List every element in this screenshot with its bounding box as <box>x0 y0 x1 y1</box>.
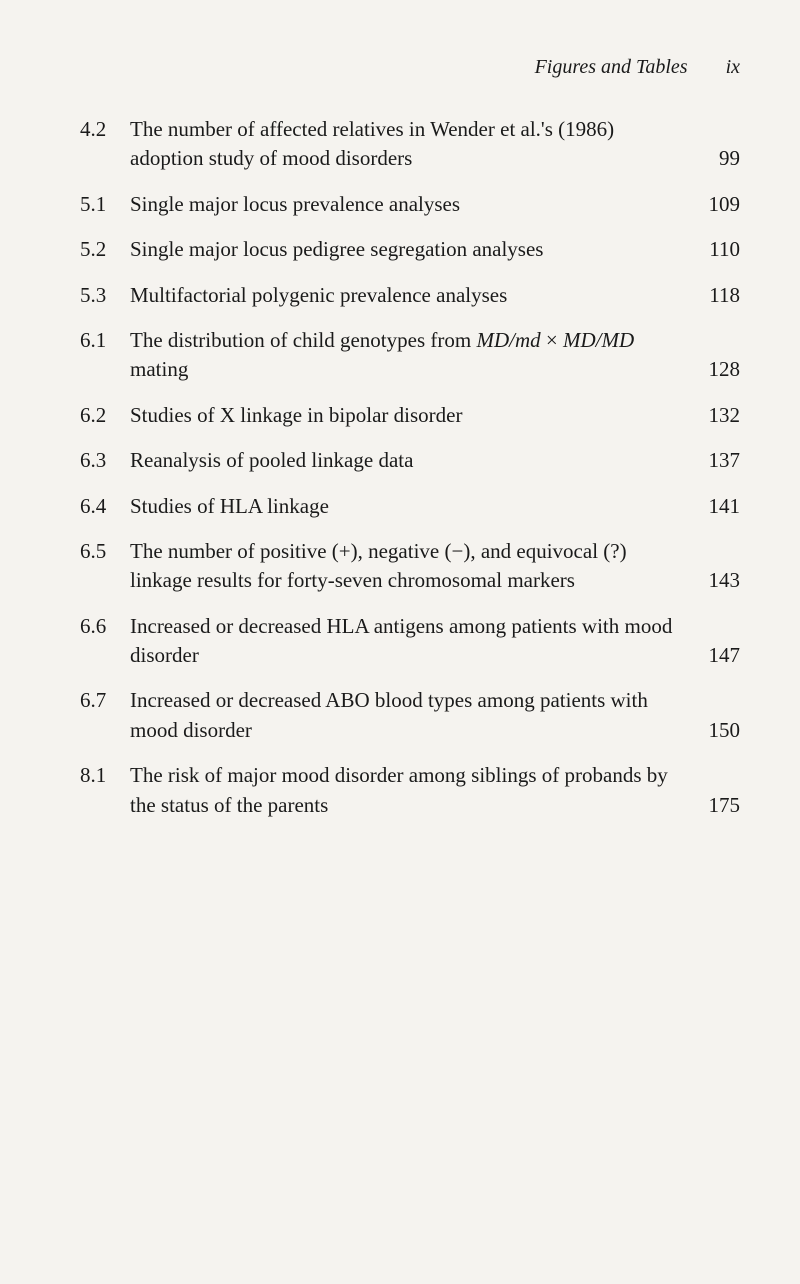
entry-page-number: 99 <box>698 144 740 173</box>
entry-page-number: 150 <box>698 716 740 745</box>
entry-title: Increased or decreased ABO blood types a… <box>130 686 698 745</box>
toc-entry: 6.5The number of positive (+), negative … <box>80 537 740 596</box>
entry-content: The number of affected relatives in Wend… <box>130 115 740 174</box>
entry-content: Increased or decreased ABO blood types a… <box>130 686 740 745</box>
page-header: Figures and Tables ix <box>80 56 740 79</box>
entry-number: 5.3 <box>80 281 130 310</box>
toc-entry: 5.1Single major locus prevalence analyse… <box>80 190 740 219</box>
entry-page-number: 143 <box>698 566 740 595</box>
toc-entry: 6.2Studies of X linkage in bipolar disor… <box>80 401 740 430</box>
entry-title: Studies of X linkage in bipolar disorder <box>130 401 698 430</box>
entry-page-number: 132 <box>698 401 740 430</box>
entry-content: Reanalysis of pooled linkage data137 <box>130 446 740 475</box>
entry-page-number: 137 <box>698 446 740 475</box>
toc-entry: 6.7Increased or decreased ABO blood type… <box>80 686 740 745</box>
entry-content: The number of positive (+), negative (−)… <box>130 537 740 596</box>
entry-content: The risk of major mood disorder among si… <box>130 761 740 820</box>
entry-number: 6.1 <box>80 326 130 355</box>
entry-content: The distribution of child genotypes from… <box>130 326 740 385</box>
entry-title: The risk of major mood disorder among si… <box>130 761 698 820</box>
entry-title: The distribution of child genotypes from… <box>130 326 698 385</box>
toc-entry: 6.6Increased or decreased HLA antigens a… <box>80 612 740 671</box>
entry-title: Reanalysis of pooled linkage data <box>130 446 698 475</box>
entry-number: 4.2 <box>80 115 130 144</box>
toc-entry: 6.1The distribution of child genotypes f… <box>80 326 740 385</box>
entry-number: 6.4 <box>80 492 130 521</box>
entry-content: Studies of X linkage in bipolar disorder… <box>130 401 740 430</box>
entry-number: 8.1 <box>80 761 130 790</box>
entry-number: 6.5 <box>80 537 130 566</box>
entry-page-number: 110 <box>698 235 740 264</box>
entry-title: The number of affected relatives in Wend… <box>130 115 698 174</box>
entry-page-number: 118 <box>698 281 740 310</box>
toc-entry: 6.4Studies of HLA linkage141 <box>80 492 740 521</box>
entry-page-number: 109 <box>698 190 740 219</box>
toc-entry: 8.1The risk of major mood disorder among… <box>80 761 740 820</box>
entry-title: The number of positive (+), negative (−)… <box>130 537 698 596</box>
entry-number: 6.6 <box>80 612 130 641</box>
entry-title: Increased or decreased HLA antigens amon… <box>130 612 698 671</box>
entry-title: Studies of HLA linkage <box>130 492 698 521</box>
entry-number: 5.2 <box>80 235 130 264</box>
toc-entry: 4.2The number of affected relatives in W… <box>80 115 740 174</box>
entry-page-number: 147 <box>698 641 740 670</box>
entry-number: 5.1 <box>80 190 130 219</box>
toc-entries: 4.2The number of affected relatives in W… <box>80 115 740 820</box>
entry-title: Single major locus prevalence analyses <box>130 190 698 219</box>
entry-page-number: 141 <box>698 492 740 521</box>
entry-number: 6.7 <box>80 686 130 715</box>
entry-content: Single major locus prevalence analyses10… <box>130 190 740 219</box>
entry-page-number: 128 <box>698 355 740 384</box>
header-page-number: ix <box>726 56 740 79</box>
toc-entry: 6.3Reanalysis of pooled linkage data137 <box>80 446 740 475</box>
toc-entry: 5.2Single major locus pedigree segregati… <box>80 235 740 264</box>
entry-content: Multifactorial polygenic prevalence anal… <box>130 281 740 310</box>
entry-page-number: 175 <box>698 791 740 820</box>
entry-number: 6.3 <box>80 446 130 475</box>
entry-content: Single major locus pedigree segregation … <box>130 235 740 264</box>
toc-entry: 5.3Multifactorial polygenic prevalence a… <box>80 281 740 310</box>
entry-content: Increased or decreased HLA antigens amon… <box>130 612 740 671</box>
entry-content: Studies of HLA linkage141 <box>130 492 740 521</box>
entry-title: Multifactorial polygenic prevalence anal… <box>130 281 698 310</box>
entry-title: Single major locus pedigree segregation … <box>130 235 698 264</box>
header-title: Figures and Tables <box>535 56 688 79</box>
entry-number: 6.2 <box>80 401 130 430</box>
